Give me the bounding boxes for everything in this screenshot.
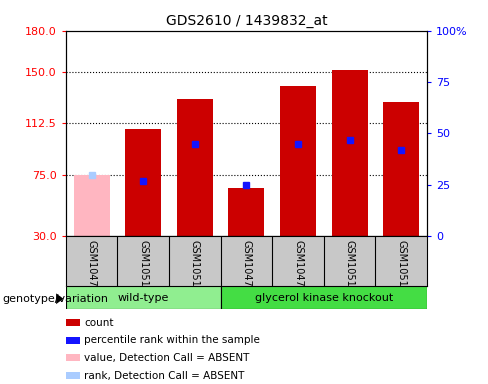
Bar <box>331 70 367 236</box>
Text: GSM104738: GSM104738 <box>87 240 97 299</box>
Text: GSM105140: GSM105140 <box>138 240 148 299</box>
Text: GSM105142: GSM105142 <box>345 240 355 299</box>
Text: glycerol kinase knockout: glycerol kinase knockout <box>255 293 393 303</box>
Bar <box>66 286 221 309</box>
Bar <box>280 86 316 236</box>
Text: GSM105141: GSM105141 <box>190 240 200 299</box>
Text: genotype/variation: genotype/variation <box>2 294 108 304</box>
Text: percentile rank within the sample: percentile rank within the sample <box>84 335 260 345</box>
Bar <box>221 286 427 309</box>
Bar <box>74 174 110 236</box>
Text: GSM105144: GSM105144 <box>396 240 406 299</box>
Text: rank, Detection Call = ABSENT: rank, Detection Call = ABSENT <box>84 371 245 381</box>
Text: wild-type: wild-type <box>118 293 169 303</box>
Text: value, Detection Call = ABSENT: value, Detection Call = ABSENT <box>84 353 250 363</box>
Bar <box>125 129 162 236</box>
Bar <box>383 102 419 236</box>
Title: GDS2610 / 1439832_at: GDS2610 / 1439832_at <box>165 14 327 28</box>
Bar <box>177 99 213 236</box>
Text: GSM104740: GSM104740 <box>293 240 303 299</box>
Polygon shape <box>56 293 63 304</box>
Text: count: count <box>84 318 114 328</box>
Bar <box>228 188 264 236</box>
Text: GSM104736: GSM104736 <box>242 240 251 299</box>
